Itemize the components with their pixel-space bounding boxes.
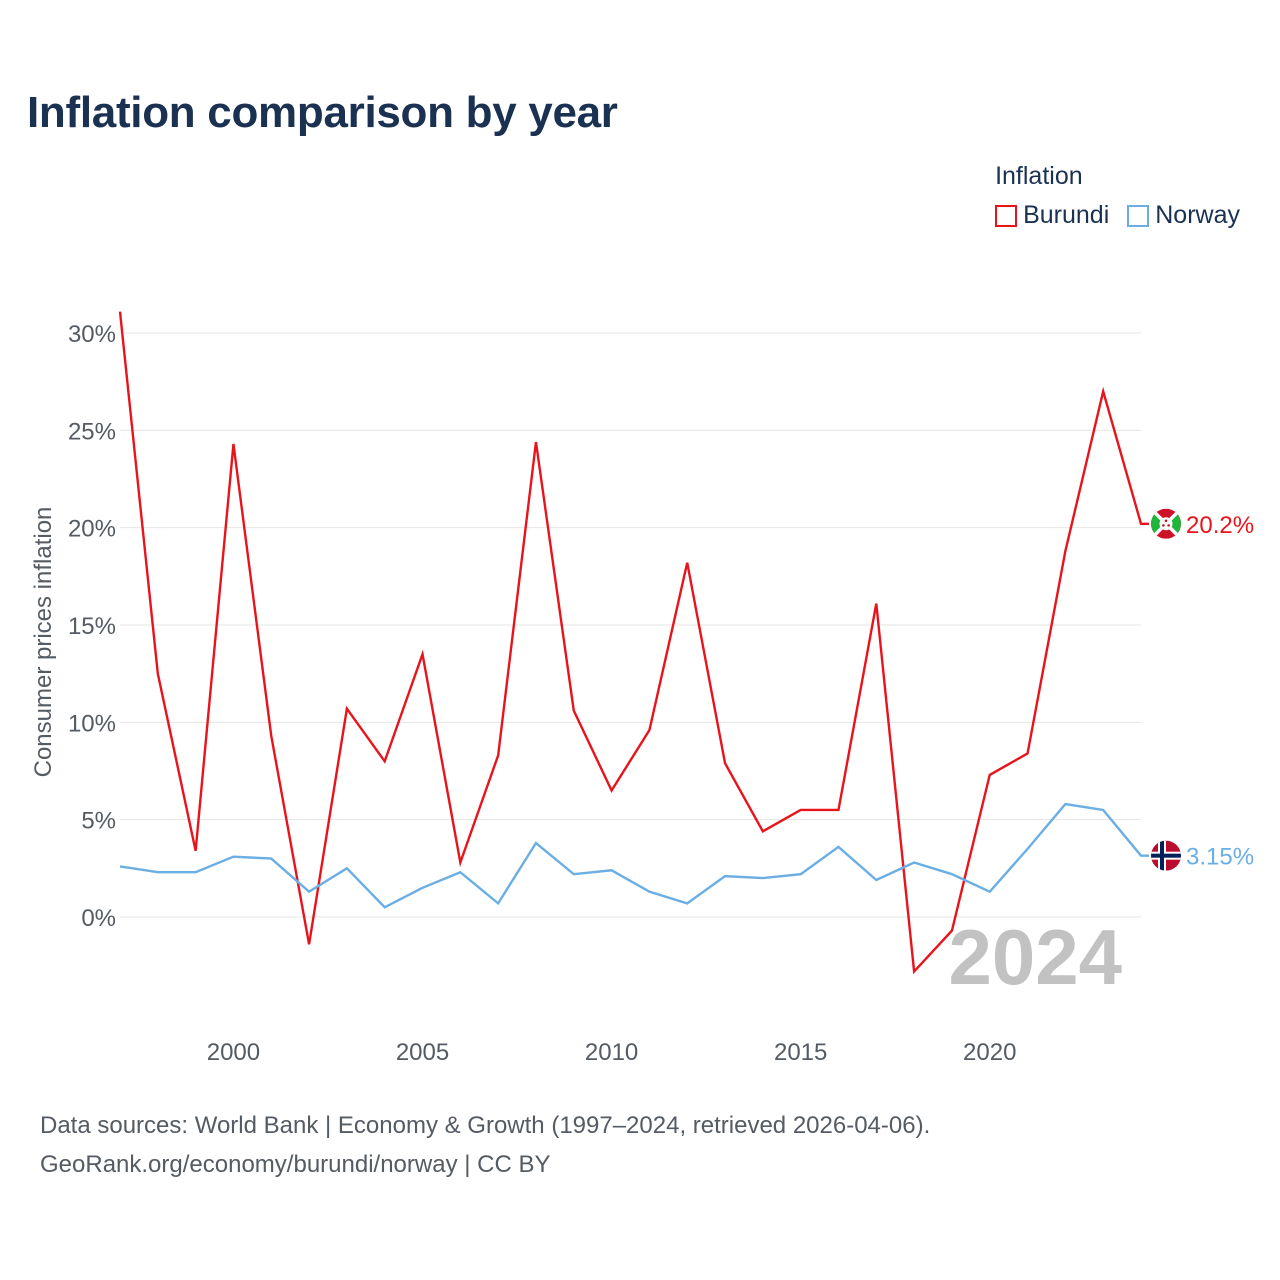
x-tick-label: 2010 (585, 1039, 638, 1066)
norway-flag-icon (1151, 840, 1181, 871)
legend-swatch-burundi (995, 204, 1018, 227)
y-tick-label: 5% (81, 808, 116, 835)
series-line-burundi (118, 311, 1149, 975)
end-label-burundi: 20.2% (1186, 512, 1254, 539)
legend-swatch-norway (1127, 204, 1150, 227)
y-axis-label: Consumer prices inflation (30, 507, 57, 778)
legend-item-burundi[interactable]: Burundi (995, 201, 1109, 230)
chart-series (118, 311, 1149, 975)
legend-title: Inflation (995, 162, 1083, 190)
year-watermark: 2024 (948, 913, 1122, 1001)
y-tick-label: 30% (68, 321, 116, 348)
footer-sources: Data sources: World Bank | Economy & Gro… (40, 1112, 931, 1139)
legend-label-norway: Norway (1155, 201, 1240, 229)
legend: Inflation Burundi Norway (995, 162, 1240, 230)
series-line-norway (119, 802, 1149, 909)
y-tick-label: 0% (81, 905, 116, 932)
chart-grid (120, 332, 1141, 918)
end-label-norway: 3.15% (1186, 844, 1254, 871)
y-tick-label: 15% (68, 613, 116, 640)
x-axis-tick-labels: 2000 2005 2010 2015 2020 (207, 1039, 1017, 1066)
legend-label-burundi: Burundi (1023, 201, 1110, 229)
x-tick-label: 2000 (207, 1039, 260, 1066)
end-labels: 20.2% 3.15% (1151, 508, 1254, 871)
y-tick-label: 10% (68, 710, 116, 737)
footer-link[interactable]: GeoRank.org/economy/burundi/norway | CC … (40, 1151, 551, 1178)
footer: Data sources: World Bank | Economy & Gro… (40, 1106, 930, 1184)
burundi-flag-icon (1151, 508, 1181, 539)
y-axis-tick-labels: 0% 5% 10% 15% 20% 25% 30% (68, 321, 116, 932)
legend-item-norway[interactable]: Norway (1127, 201, 1240, 230)
page-title: Inflation comparison by year (27, 88, 618, 137)
y-tick-label: 20% (68, 516, 116, 543)
x-tick-label: 2015 (774, 1039, 827, 1066)
x-tick-label: 2020 (963, 1039, 1016, 1066)
y-tick-label: 25% (68, 418, 116, 445)
x-tick-label: 2005 (396, 1039, 449, 1066)
